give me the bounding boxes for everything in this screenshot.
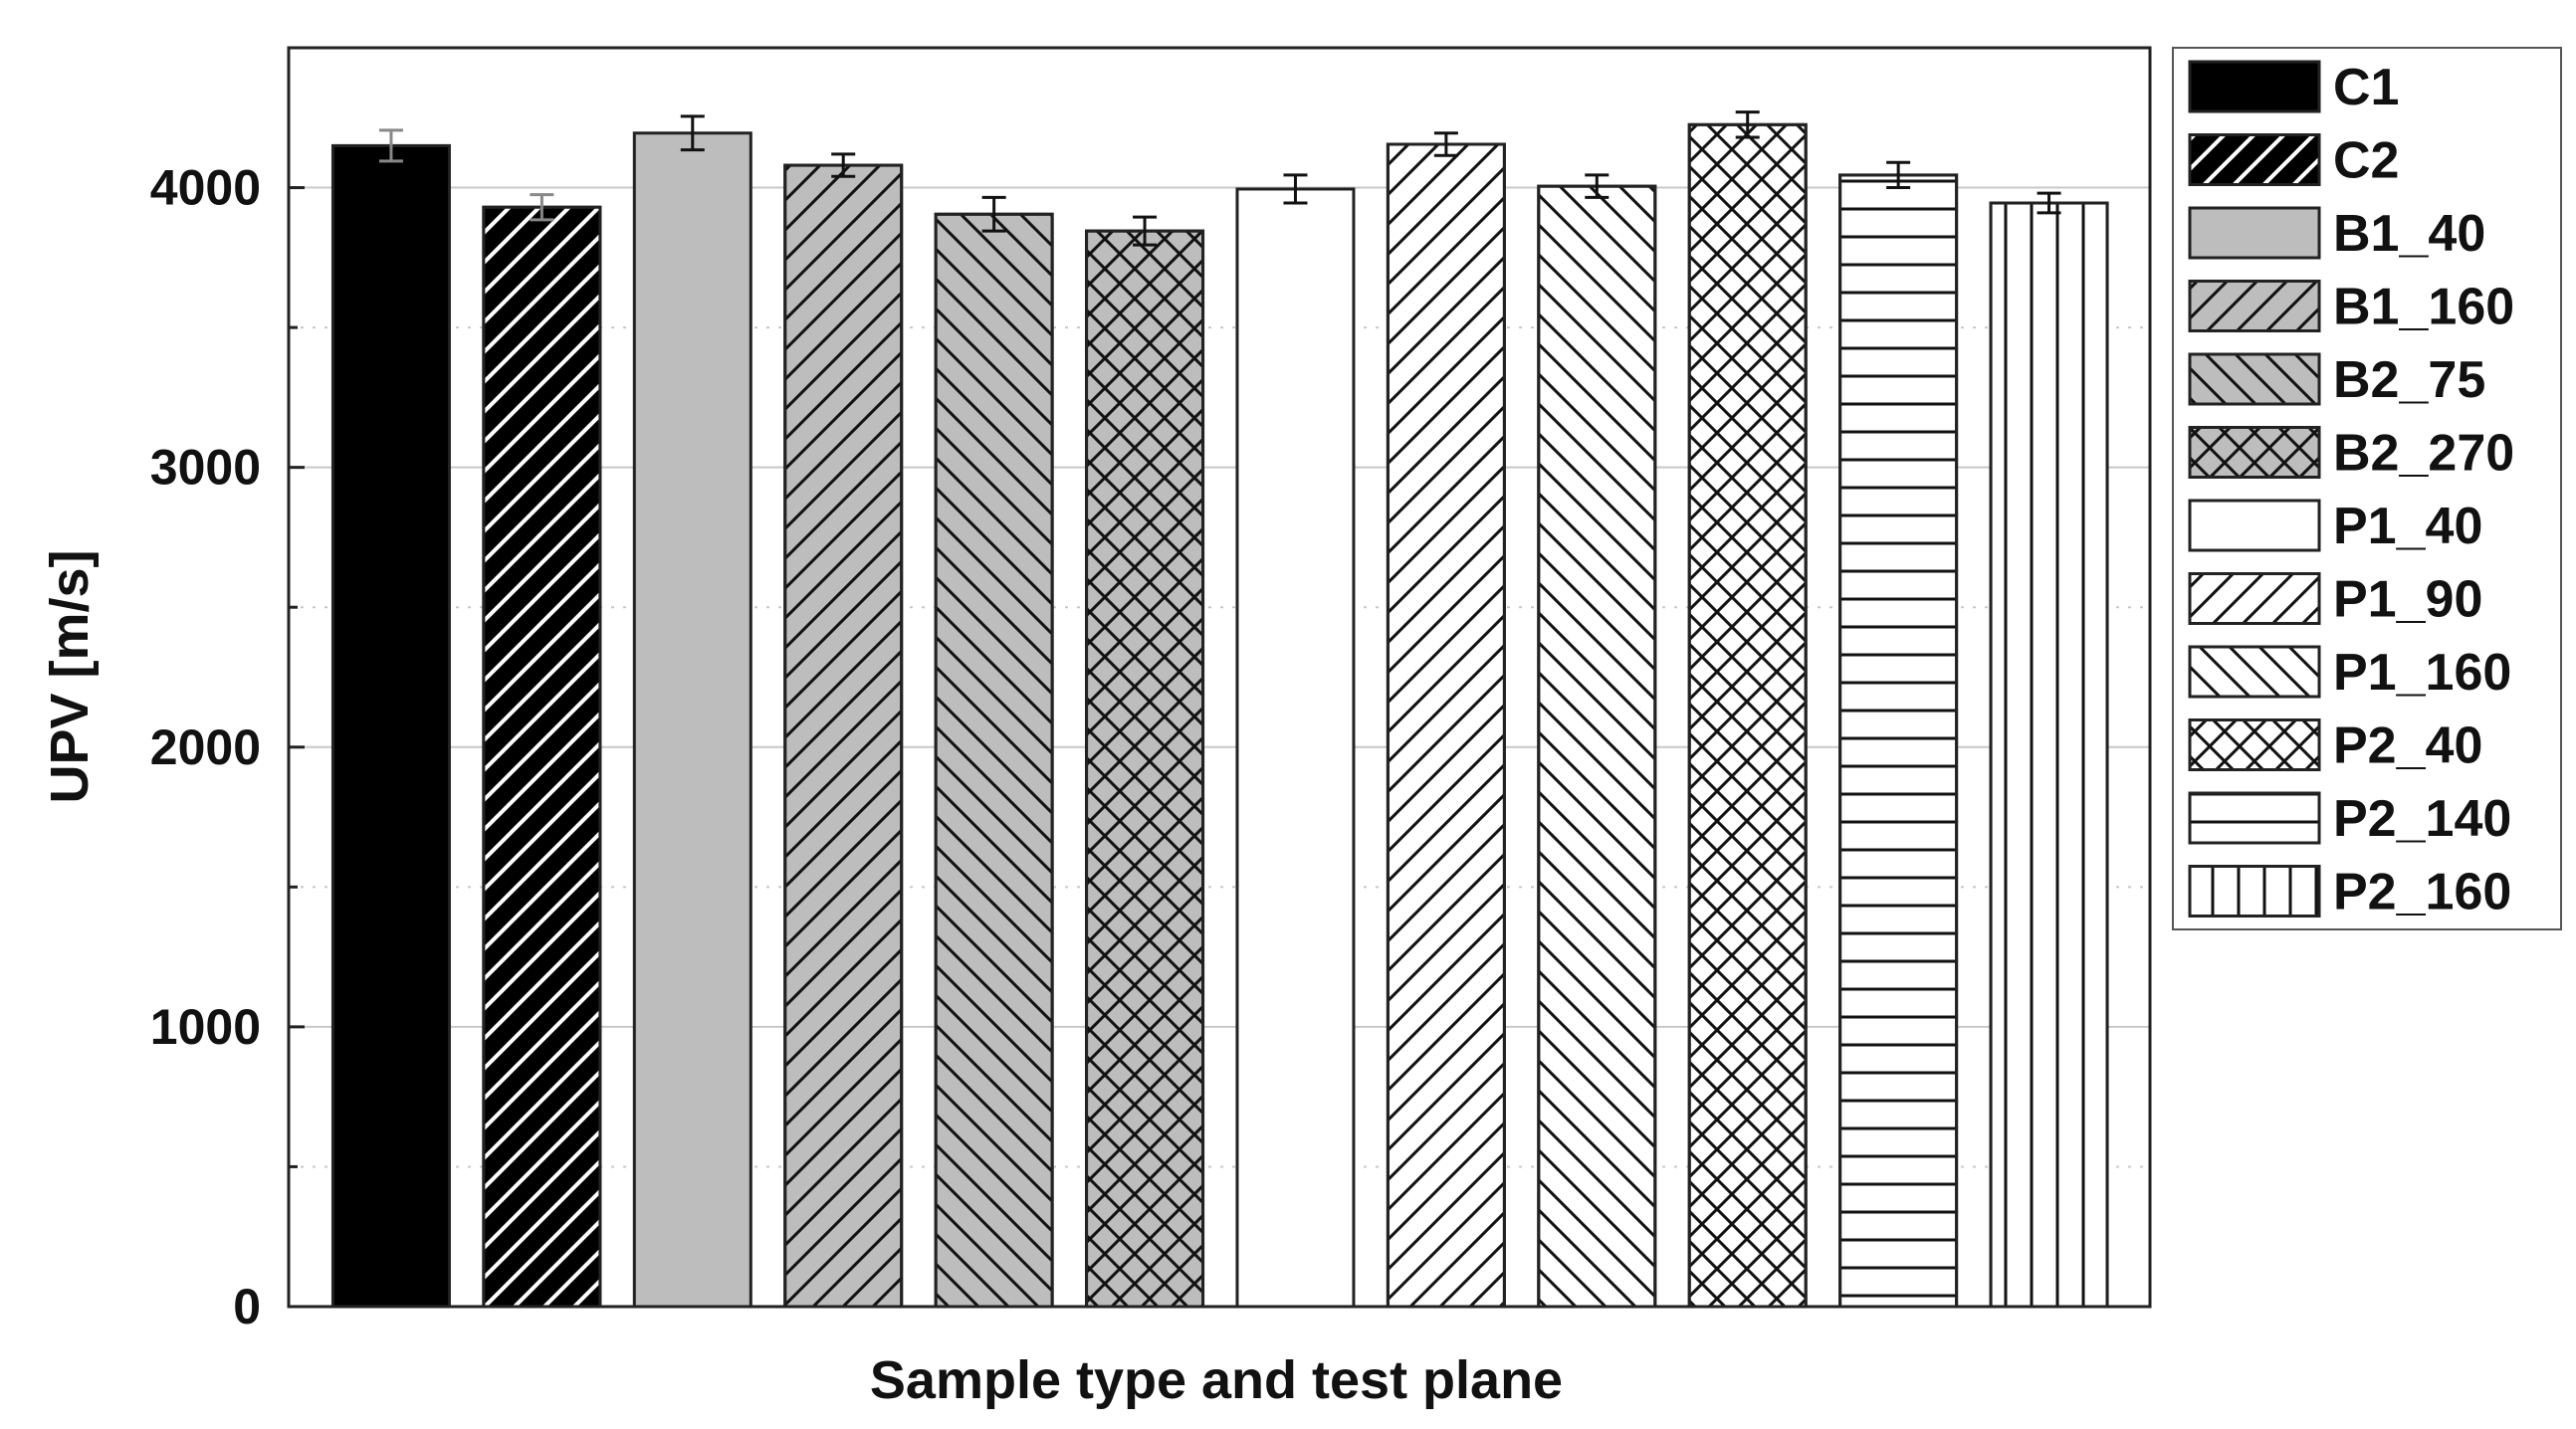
bar-b2-75 [934, 212, 1054, 1309]
legend-label: P2_40 [2333, 717, 2482, 775]
bar-hatch [1537, 184, 1657, 1309]
legend-label: C2 [2333, 132, 2399, 190]
error-bar [1133, 215, 1158, 247]
error-bar [981, 195, 1006, 233]
bar-fill [330, 143, 451, 1309]
legend-swatch-hatch [2188, 426, 2321, 479]
legend-label: P2_140 [2333, 790, 2511, 848]
error-bar [378, 128, 403, 163]
legend-item: B2_75 [2188, 351, 2485, 409]
bar-hatch [482, 205, 602, 1309]
y-tick-label: 1000 [150, 999, 261, 1055]
legend-swatch-hatch [2188, 280, 2321, 332]
error-bar [530, 193, 554, 222]
legend-swatch-hatch [2188, 133, 2321, 186]
bar-p2-160 [1989, 201, 2109, 1309]
bar-hatch [1386, 142, 1506, 1309]
legend-item: P2_40 [2188, 717, 2482, 775]
legend-item: C2 [2188, 132, 2399, 190]
legend-swatch-hatch [2188, 352, 2321, 406]
bar-c1 [330, 143, 451, 1309]
error-bar [680, 114, 705, 152]
legend-item: B2_270 [2188, 425, 2514, 483]
error-bars [378, 110, 2061, 247]
x-axis-title: Sample type and test plane [870, 1350, 1563, 1410]
y-tick-label: 2000 [150, 719, 261, 775]
bar-p1-160 [1537, 184, 1657, 1309]
legend-swatch-hatch [2188, 572, 2321, 625]
bar-hatch [1989, 201, 2109, 1309]
legend-label: P1_90 [2333, 571, 2482, 629]
error-bar [831, 152, 856, 178]
bar-p1-90 [1386, 142, 1506, 1309]
bar-b2-270 [1085, 229, 1205, 1309]
legend-label: C1 [2333, 59, 2399, 116]
bar-p2-140 [1838, 173, 1959, 1309]
legend-swatch [2188, 60, 2321, 113]
bar-hatch [1687, 122, 1808, 1309]
legend-swatch-hatch [2188, 718, 2321, 771]
bar-fill [632, 131, 752, 1309]
legend: C1 C2 B1_40 B1_160 B2_75 B2_270 P1_40 P1_90 P1_1… [2172, 47, 2562, 930]
legend-item: C1 [2188, 59, 2399, 116]
legend-swatch [2188, 206, 2321, 260]
y-tick-label: 3000 [150, 440, 261, 496]
bar-fill [1235, 187, 1356, 1309]
legend-item: P2_160 [2188, 864, 2511, 921]
legend-item: P2_140 [2188, 790, 2511, 848]
legend-item: P1_40 [2188, 498, 2482, 555]
legend-item: P1_160 [2188, 644, 2511, 702]
y-axis-title: UPV [m/s] [40, 549, 100, 803]
error-bar [1283, 173, 1308, 205]
legend-item: P1_90 [2188, 571, 2482, 629]
legend-label: B2_75 [2333, 351, 2485, 409]
bar-p2-40 [1687, 122, 1808, 1309]
bar-hatch [934, 212, 1054, 1309]
legend-item: B1_40 [2188, 205, 2485, 263]
y-axis: 0 1000 2000 3000 4000 [150, 160, 305, 1334]
bar-c2 [482, 205, 602, 1309]
y-tick-label: 4000 [150, 160, 261, 216]
legend-label: P1_160 [2333, 644, 2511, 702]
bar-b1-160 [783, 163, 904, 1309]
bar-b1-40 [632, 131, 752, 1309]
bar-hatch [783, 163, 904, 1309]
bar-p1-40 [1235, 187, 1356, 1309]
plot-frame [287, 46, 2152, 1309]
legend-swatch [2188, 499, 2321, 552]
legend-swatch-hatch [2188, 645, 2321, 699]
bar-hatch [1838, 173, 1959, 1309]
legend-item: B1_160 [2188, 279, 2514, 336]
error-bar [1886, 160, 1911, 190]
error-bar [1585, 173, 1610, 199]
legend-label: B1_40 [2333, 205, 2485, 263]
legend-label: P2_160 [2333, 864, 2511, 921]
error-bar [1433, 131, 1458, 157]
error-bar [2037, 191, 2061, 215]
legend-label: B1_160 [2333, 279, 2514, 336]
legend-box [2172, 47, 2562, 930]
error-bar [1735, 110, 1760, 139]
legend-swatch-hatch [2188, 791, 2321, 845]
y-tick-label: 0 [233, 1279, 261, 1334]
legend-label: P1_40 [2333, 498, 2482, 555]
bars [330, 122, 2109, 1309]
legend-swatch-hatch [2188, 865, 2321, 918]
bar-hatch [1085, 229, 1205, 1309]
legend-label: B2_270 [2333, 425, 2514, 483]
